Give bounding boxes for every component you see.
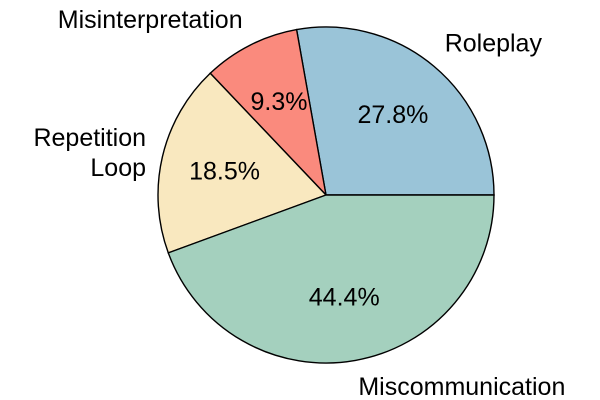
pie-slices	[157, 26, 495, 364]
category-label-roleplay: Roleplay	[445, 29, 543, 57]
pie-slice-repetition-loop	[157, 72, 328, 254]
pct-label-roleplay: 27.8%	[357, 101, 428, 129]
category-label-repetition-loop-line-1: Repetition	[33, 124, 146, 152]
pie-slice-roleplay	[295, 26, 495, 196]
pct-label-repetition-loop: 18.5%	[189, 157, 260, 185]
category-label-miscommunication: Miscommunication	[358, 373, 565, 400]
pct-label-misinterpretation: 9.3%	[251, 88, 308, 116]
pie-slice-miscommunication	[167, 194, 495, 364]
pie-slice-misinterpretation	[209, 28, 328, 198]
category-label-repetition-loop-line-2: Loop	[90, 154, 146, 182]
pct-label-miscommunication: 44.4%	[309, 284, 380, 312]
percent-labels: 27.8% 9.3% 18.5% 44.4%	[189, 88, 428, 312]
category-label-misinterpretation: Misinterpretation	[58, 6, 243, 34]
